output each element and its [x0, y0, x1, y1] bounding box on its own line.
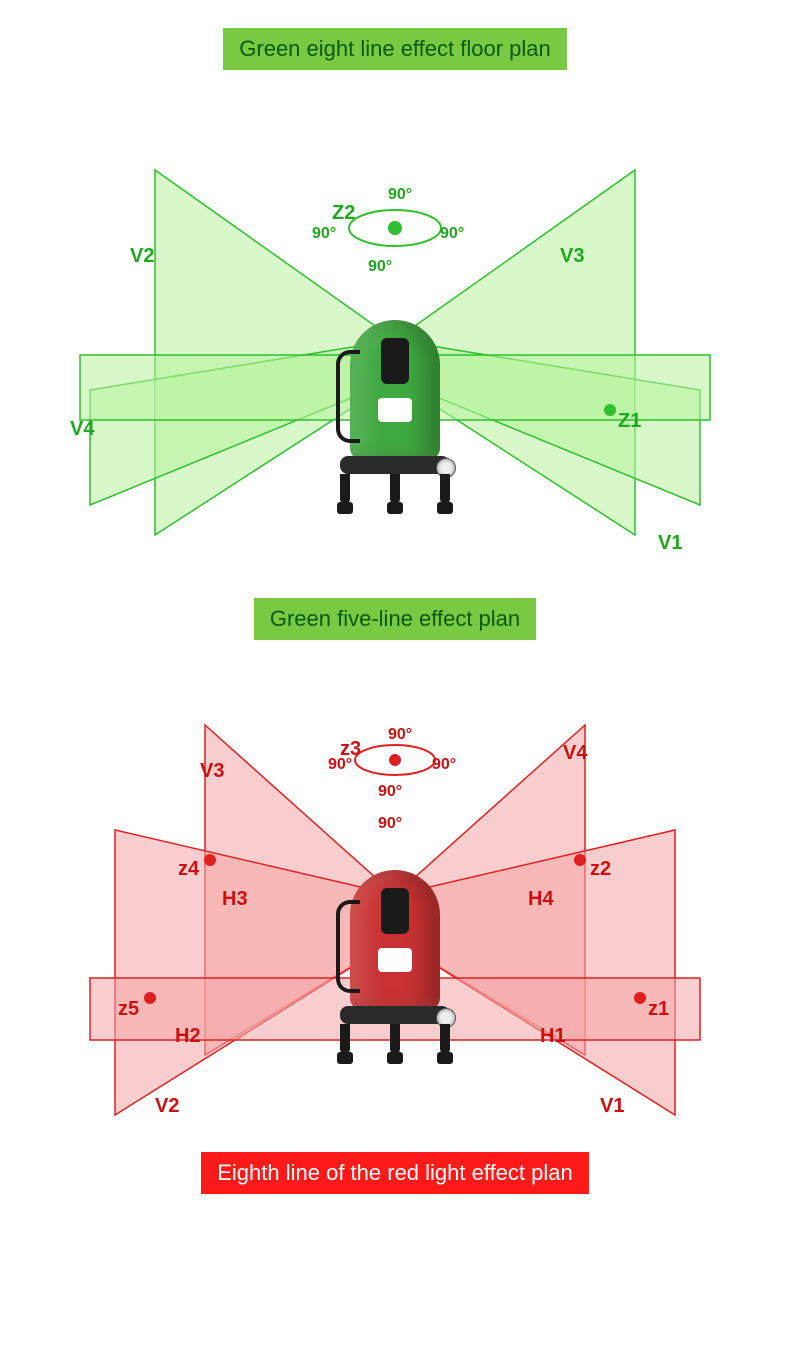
device-body	[350, 870, 440, 1010]
device-logo	[378, 398, 412, 422]
plane-label: H1	[540, 1025, 566, 1048]
angle-label: 90°	[378, 783, 402, 801]
angle-label: 90°	[328, 756, 352, 774]
device-base	[340, 1006, 450, 1024]
plane-label: V3	[560, 245, 584, 268]
title-red-eight-wrap: Eighth line of the red light effect plan	[0, 1152, 790, 1194]
plane-label: V1	[600, 1095, 624, 1118]
angle-label: 90°	[378, 815, 402, 833]
leg	[440, 1024, 450, 1054]
angle-label: 90°	[432, 756, 456, 774]
angle-label: 90°	[388, 186, 412, 204]
red-laser-device	[350, 870, 450, 1054]
device-logo	[378, 948, 412, 972]
angle-label: 90°	[312, 225, 336, 243]
angle-label: 90°	[440, 225, 464, 243]
plane-label: z5	[118, 998, 139, 1021]
title-red-eight: Eighth line of the red light effect plan	[201, 1152, 589, 1194]
green-eight-line-diagram: V2 V3 V4 V1 Z2 Z1 90° 90° 90° 90°	[0, 90, 790, 570]
plane-label: V3	[200, 760, 224, 783]
plane-label: H4	[528, 888, 554, 911]
leg	[340, 1024, 350, 1054]
title-green-eight-wrap: Green eight line effect floor plan	[0, 28, 790, 70]
device-handle	[336, 900, 360, 993]
title-green-eight: Green eight line effect floor plan	[223, 28, 566, 70]
plane-label: V4	[70, 418, 94, 441]
plane-label: H3	[222, 888, 248, 911]
red-eight-line-diagram: V3V4z3z4z2H3H4z5z1H2H1V2V190°90°90°90°90…	[0, 660, 790, 1140]
leg	[390, 474, 400, 504]
device-legs	[340, 474, 450, 504]
title-green-five-wrap: Green five-line effect plan	[0, 598, 790, 640]
plane-label: z2	[590, 858, 611, 881]
plane-label: H2	[175, 1025, 201, 1048]
title-green-five: Green five-line effect plan	[254, 598, 536, 640]
plane-label: V2	[130, 245, 154, 268]
leg	[390, 1024, 400, 1054]
plane-label: z1	[648, 998, 669, 1021]
leg	[340, 474, 350, 504]
plane-label: V2	[155, 1095, 179, 1118]
device-window	[381, 338, 409, 384]
angle-label: 90°	[368, 258, 392, 276]
plane-label: Z1	[618, 410, 641, 433]
device-handle	[336, 350, 360, 443]
plane-label: V1	[658, 532, 682, 555]
plane-label: z4	[178, 858, 199, 881]
device-window	[381, 888, 409, 934]
device-legs	[340, 1024, 450, 1054]
device-base	[340, 456, 450, 474]
leg	[440, 474, 450, 504]
angle-label: 90°	[388, 726, 412, 744]
plane-label: Z2	[332, 202, 355, 225]
device-body	[350, 320, 440, 460]
plane-label: V4	[563, 742, 587, 765]
green-laser-device	[350, 320, 450, 504]
